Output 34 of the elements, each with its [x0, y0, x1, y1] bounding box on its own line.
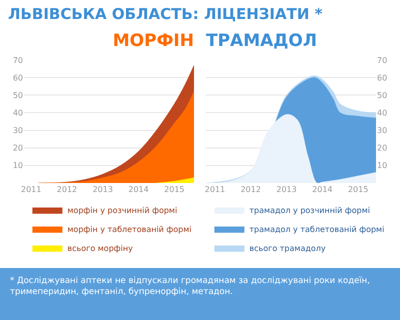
y-tick-label: 70 — [12, 56, 23, 65]
x-tick-label: 2015 — [164, 185, 184, 194]
y-tick-label: 10 — [377, 161, 388, 170]
y-tick-label: 60 — [377, 73, 388, 82]
legend-label: всього морфіну — [67, 244, 134, 253]
x-tick-label: 2012 — [240, 185, 261, 194]
x-tick-label: 2013 — [92, 185, 113, 194]
legend-label: всього трамадолу — [249, 244, 326, 253]
legend-label: трамадол у таблетованій формі — [249, 224, 384, 234]
x-tick-label: 2011 — [20, 185, 42, 194]
y-tick-label: 50 — [12, 90, 23, 100]
chart-title: ЛЬВІВСЬКА ОБЛАСТЬ: ЛІЦЕНЗІАТИ * — [8, 5, 322, 23]
legend-label: морфін у розчинній формі — [67, 206, 178, 215]
x-tick-label: 2011 — [204, 185, 226, 194]
y-tick-label: 20 — [377, 144, 388, 153]
chart-title: ТРАМАДОЛ — [206, 30, 317, 51]
text: * Досліджувані аптеки не відпускали громадянам за досліджувані роки кодеїн, тримеперидин, фентаніл, бупренорфін, метадон. — [0, 268, 400, 320]
y-tick-label: 30 — [377, 126, 388, 136]
legend-label: морфін у таблетованій формі — [67, 224, 192, 234]
y-tick-label: 30 — [12, 126, 23, 136]
y-tick-label: 60 — [12, 73, 23, 82]
y-tick-label: 40 — [377, 108, 388, 118]
x-tick-label: 2014 — [128, 185, 149, 194]
y-tick-label: 20 — [12, 144, 23, 153]
y-tick-label: 70 — [377, 56, 388, 65]
legend-label: трамадол у розчинній формі — [249, 206, 370, 215]
x-tick-label: 2014 — [312, 185, 332, 194]
x-tick-label: 2012 — [56, 185, 78, 194]
y-tick-label: 50 — [377, 90, 388, 100]
x-tick-label: 2015 — [348, 185, 368, 194]
y-tick-label: 40 — [12, 108, 23, 118]
y-tick-label: 10 — [12, 161, 23, 170]
chart-subtitle: МОРФІН — [112, 30, 194, 51]
x-tick-label: 2013 — [276, 185, 297, 194]
